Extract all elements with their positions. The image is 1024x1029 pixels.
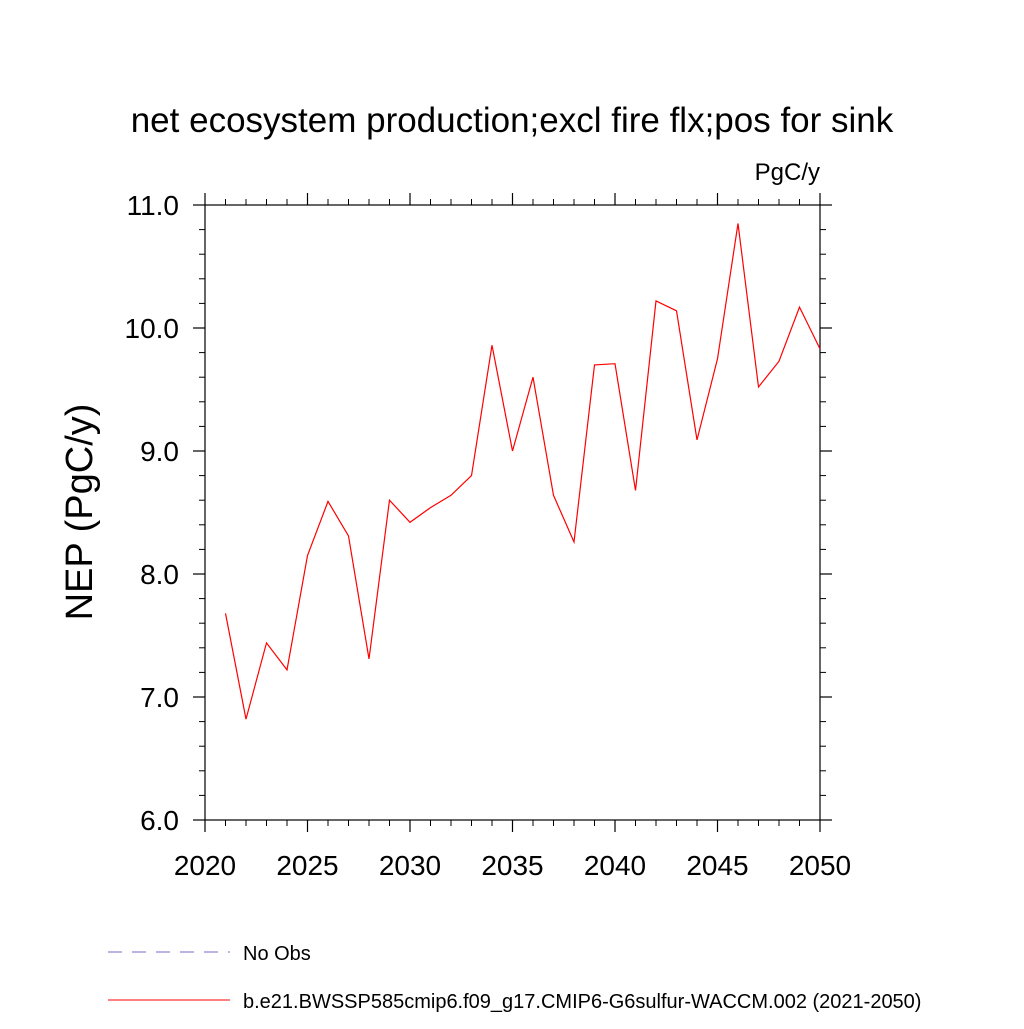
y-tick-label: 7.0 — [140, 682, 179, 713]
units-label: PgC/y — [755, 159, 820, 186]
x-tick-label: 2030 — [379, 850, 441, 881]
x-tick-label: 2035 — [481, 850, 543, 881]
y-axis-label: NEP (PgC/y) — [59, 404, 101, 621]
x-tick-label: 2050 — [789, 850, 851, 881]
y-tick-label: 6.0 — [140, 805, 179, 836]
legend: No Obs b.e21.BWSSP585cmip6.f09_g17.CMIP6-… — [108, 943, 921, 1013]
x-tick-label: 2020 — [174, 850, 236, 881]
plot-frame — [204, 204, 821, 821]
x-tick-label: 2025 — [276, 850, 338, 881]
y-tick-label: 10.0 — [125, 313, 180, 344]
x-tick-label: 2040 — [584, 850, 646, 881]
y-tick-label: 11.0 — [127, 190, 179, 221]
series-line — [224, 223, 821, 720]
plot-area: 2020 2025 2030 2035 2040 2045 2050 6.0 7.0 8.0 9.0… — [125, 190, 852, 881]
y-tick-label: 8.0 — [140, 559, 179, 590]
chart-title: net ecosystem production;excl fire flx;p… — [131, 101, 894, 140]
x-tick-label: 2045 — [686, 850, 748, 881]
y-tick-label: 9.0 — [140, 436, 179, 467]
legend-label: No Obs — [243, 943, 311, 965]
legend-label: b.e21.BWSSP585cmip6.f09_g17.CMIP6-G6sulf… — [243, 991, 921, 1013]
